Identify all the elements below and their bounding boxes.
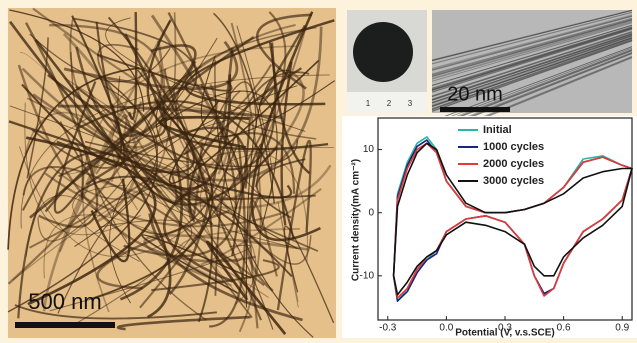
ruler-label: 2 bbox=[387, 99, 392, 108]
legend-label: 1000 cycles bbox=[483, 141, 544, 153]
x-tick-label: -0.3 bbox=[379, 323, 397, 334]
y-tick-label: -10 bbox=[360, 270, 375, 281]
scale-label: 20 nm bbox=[447, 83, 503, 105]
y-axis-label: Current density(mA cm⁻²) bbox=[351, 159, 362, 281]
legend-label: 2000 cycles bbox=[483, 158, 544, 170]
x-tick-label: 0.9 bbox=[615, 323, 629, 334]
scale-label: 500 nm bbox=[28, 289, 101, 314]
scale-bar bbox=[15, 322, 115, 328]
x-axis-label: Potential (V, v.s.SCE) bbox=[455, 328, 554, 338]
legend-label: 3000 cycles bbox=[483, 175, 544, 187]
scale-bar bbox=[440, 107, 510, 112]
x-tick-label: 0.0 bbox=[439, 323, 453, 334]
y-tick-label: 0 bbox=[368, 207, 374, 218]
figure: 500 nm 1 2 3 20 nm -0.30.00.30.60.9100-1… bbox=[0, 0, 637, 338]
legend-label: Initial bbox=[483, 124, 512, 136]
y-tick-label: 10 bbox=[363, 144, 375, 155]
ruler-label: 3 bbox=[408, 99, 413, 108]
disk bbox=[353, 22, 413, 82]
x-tick-label: 0.6 bbox=[557, 323, 571, 334]
ruler-label: 1 bbox=[366, 99, 371, 108]
